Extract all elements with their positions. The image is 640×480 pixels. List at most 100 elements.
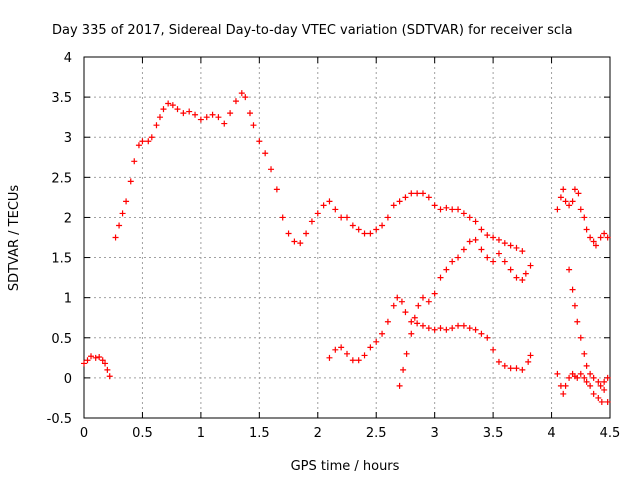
data-point — [513, 274, 520, 281]
data-point — [390, 202, 397, 209]
data-point — [574, 374, 581, 381]
data-point — [460, 246, 467, 253]
data-point — [566, 202, 573, 209]
data-point — [431, 290, 438, 297]
data-point — [203, 114, 210, 121]
data-point — [344, 214, 350, 221]
data-point — [332, 206, 339, 213]
data-point — [414, 190, 421, 197]
data-point — [431, 326, 438, 333]
data-point — [268, 166, 275, 173]
data-point — [495, 250, 502, 257]
data-point — [411, 314, 418, 321]
y-tick-label: 0.5 — [51, 332, 72, 347]
x-tick-label: 0 — [80, 426, 88, 441]
data-point — [437, 325, 444, 332]
data-point — [246, 110, 253, 117]
data-point — [400, 366, 407, 373]
y-tick-label: 4 — [64, 51, 72, 66]
data-point — [597, 382, 604, 389]
data-point — [250, 122, 257, 129]
data-point — [519, 366, 526, 373]
data-point — [373, 226, 380, 233]
data-point — [554, 370, 561, 377]
data-point — [590, 390, 597, 397]
data-point — [84, 357, 91, 364]
x-tick-label: 3 — [431, 426, 439, 441]
data-point — [425, 325, 432, 332]
series-track-b — [112, 90, 526, 255]
data-point — [577, 370, 584, 377]
x-tick-label: 2 — [314, 426, 322, 441]
data-point — [81, 360, 87, 367]
data-point — [273, 186, 280, 193]
y-tick-label: 3.5 — [51, 91, 72, 106]
data-point — [102, 360, 109, 367]
data-point — [577, 334, 584, 341]
data-point — [587, 234, 594, 241]
data-point — [326, 198, 333, 205]
data-point — [443, 266, 450, 273]
data-point — [478, 226, 485, 233]
data-point — [415, 302, 422, 309]
data-point — [598, 398, 605, 405]
data-point — [384, 214, 391, 221]
x-tick-label: 4 — [547, 426, 555, 441]
data-point — [484, 254, 491, 261]
data-point — [169, 102, 176, 109]
series-track-c — [326, 294, 534, 373]
data-point — [344, 350, 350, 357]
data-point — [466, 238, 473, 245]
data-point — [256, 138, 263, 145]
x-tick-label: 3.5 — [483, 426, 504, 441]
data-point — [197, 116, 204, 123]
data-point — [398, 298, 405, 305]
data-point — [449, 325, 456, 332]
data-point — [99, 357, 106, 364]
data-point — [96, 354, 103, 361]
data-point — [303, 230, 310, 237]
data-point — [425, 194, 432, 201]
data-point — [156, 114, 163, 121]
data-point — [308, 218, 315, 225]
data-point — [408, 330, 415, 337]
data-point — [478, 246, 485, 253]
data-point — [174, 106, 181, 113]
data-point — [592, 242, 599, 249]
data-point — [587, 382, 594, 389]
data-point — [116, 222, 123, 229]
data-point — [601, 386, 608, 393]
data-point — [165, 100, 172, 107]
data-point — [384, 318, 391, 325]
data-point — [379, 222, 386, 229]
data-point — [279, 214, 286, 221]
data-point — [519, 277, 526, 284]
data-point — [604, 374, 611, 381]
y-axis-label: SDTVAR / TECUs — [7, 185, 22, 292]
data-point — [595, 394, 602, 401]
data-point — [355, 357, 362, 364]
data-point — [455, 254, 462, 261]
data-point — [92, 354, 99, 361]
data-point — [131, 158, 138, 165]
data-point — [583, 378, 590, 385]
data-point — [455, 322, 462, 329]
data-point — [119, 210, 126, 217]
data-point — [466, 214, 473, 221]
data-point — [554, 206, 561, 213]
data-point — [495, 358, 502, 365]
series-track-f — [554, 370, 611, 405]
data-point — [349, 357, 356, 364]
data-point — [449, 206, 456, 213]
y-tick-label: 1.5 — [51, 252, 72, 267]
data-point — [135, 142, 142, 149]
data-point — [104, 366, 111, 373]
series-track-e — [554, 186, 611, 249]
data-point — [414, 320, 421, 327]
data-point — [495, 236, 502, 243]
data-point — [215, 114, 222, 121]
data-point — [560, 390, 567, 397]
y-tick-label: 1 — [64, 292, 72, 307]
data-point — [148, 134, 155, 141]
